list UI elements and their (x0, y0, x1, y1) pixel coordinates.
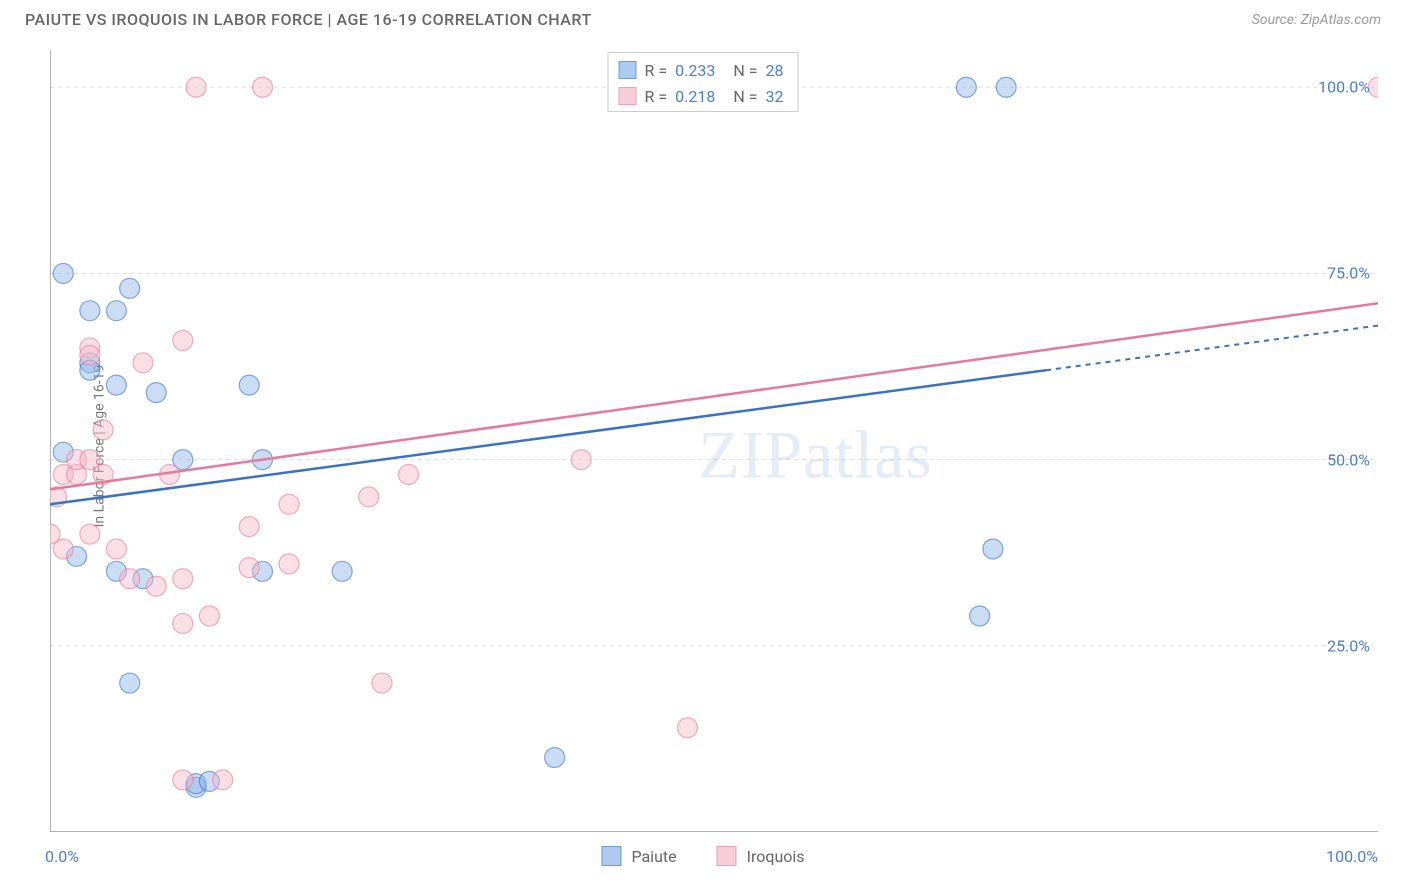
x-axis-min-label: 0.0% (45, 847, 79, 866)
y-tick-label: 75.0% (1327, 264, 1370, 283)
y-tick-label: 50.0% (1327, 450, 1370, 469)
iroquois-r-value: 0.218 (675, 87, 715, 106)
legend-row-iroquois: R = 0.218 N = 32 (619, 83, 784, 109)
n-label: N = (733, 61, 757, 80)
y-tick-label: 100.0% (1318, 78, 1370, 97)
iroquois-swatch (619, 87, 637, 105)
paiute-n-value: 28 (765, 61, 783, 80)
legend-item-paiute: Paiute (601, 846, 676, 866)
paiute-r-value: 0.233 (675, 61, 715, 80)
r-label: R = (645, 61, 668, 80)
legend-label: Iroquois (747, 847, 805, 866)
x-axis-max-label: 100.0% (1326, 847, 1378, 866)
chart-title: PAIUTE VS IROQUOIS IN LABOR FORCE | AGE … (25, 10, 592, 29)
legend-label: Paiute (631, 847, 676, 866)
chart-source: Source: ZipAtlas.com (1252, 12, 1381, 28)
legend-row-paiute: R = 0.233 N = 28 (619, 57, 784, 83)
scatter-chart (50, 50, 1378, 832)
y-tick-label: 25.0% (1327, 636, 1370, 655)
paiute-swatch-icon (601, 846, 621, 866)
n-label: N = (733, 87, 757, 106)
series-legend: Paiute Iroquois (601, 846, 804, 866)
paiute-swatch (619, 61, 637, 79)
iroquois-swatch-icon (717, 846, 737, 866)
iroquois-n-value: 32 (765, 87, 783, 106)
legend-item-iroquois: Iroquois (717, 846, 805, 866)
correlation-legend: R = 0.233 N = 28 R = 0.218 N = 32 (608, 52, 799, 112)
r-label: R = (645, 87, 668, 106)
